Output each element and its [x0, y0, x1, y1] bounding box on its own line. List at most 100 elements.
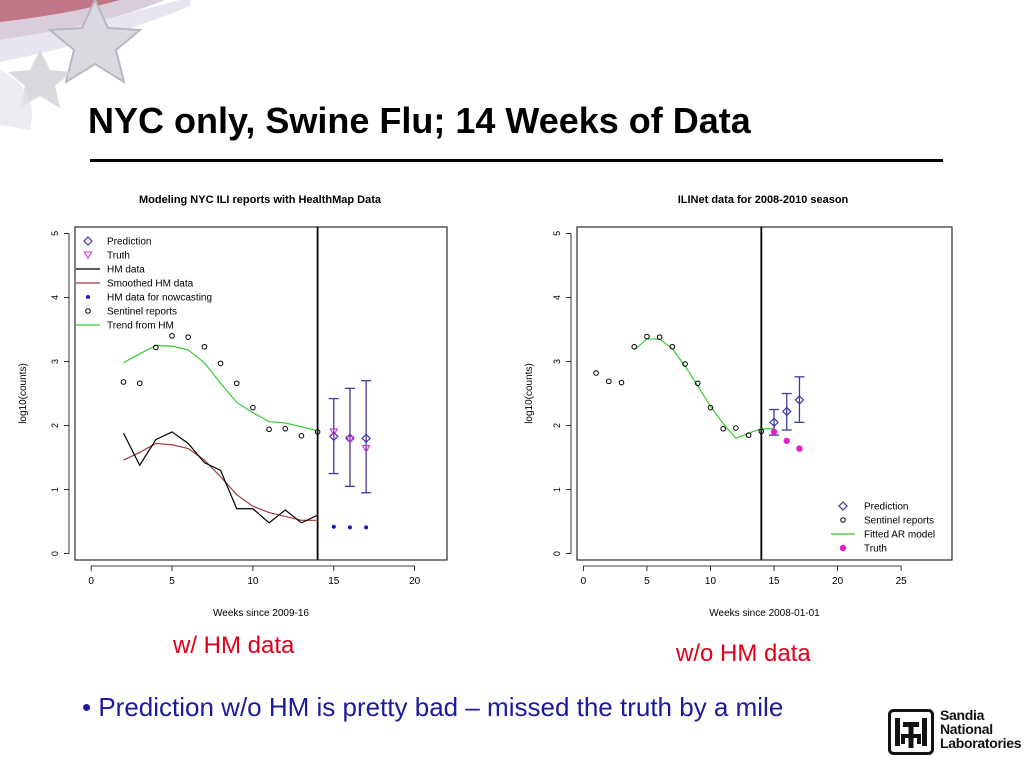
x-tick-label: 0: [581, 576, 587, 587]
prediction-point: [769, 417, 779, 428]
legend-label: Smoothed HM data: [107, 279, 194, 290]
sentinel-point: [644, 333, 650, 340]
y-tick-label: 5: [552, 231, 562, 236]
sentinel-point: [217, 360, 224, 367]
legend-symbol: [838, 501, 848, 511]
legend-label: Sentinel reports: [107, 307, 177, 318]
nowcast-point: [347, 525, 352, 530]
truth-point: [770, 428, 778, 436]
sentinel-point: [250, 404, 256, 411]
x-tick-label: 20: [409, 576, 421, 587]
smoothed-hm-line: [123, 442, 318, 521]
legend-symbol: [85, 308, 91, 314]
sentinel-point: [669, 343, 676, 350]
sentinel-point: [745, 432, 752, 438]
truth-point: [796, 445, 803, 452]
x-tick-label: 10: [705, 576, 717, 587]
sentinel-point: [169, 333, 175, 339]
trend-from-hm-line: [123, 344, 318, 432]
legend-symbol: [840, 517, 846, 523]
title-divider: [90, 159, 943, 162]
sandia-logo: Sandia National Laboratories: [888, 708, 1022, 756]
sentinel-point: [233, 380, 240, 387]
y-tick-label: 5: [50, 231, 60, 236]
sentinel-point: [185, 334, 192, 340]
sentinel-point: [694, 380, 701, 387]
sentinel-point: [593, 370, 599, 376]
sentinel-point: [120, 379, 127, 385]
truth-point: [345, 436, 355, 445]
legend-label: Sentinel reports: [864, 516, 934, 527]
sentinel-point: [605, 378, 612, 385]
x-axis-label: Weeks since 2009-16: [213, 608, 309, 619]
sentinel-point: [298, 432, 305, 439]
sentinel-point: [631, 343, 638, 350]
nowcast-point: [331, 524, 336, 529]
logo-line-1: Sandia: [940, 707, 985, 723]
legend-symbol: [83, 251, 93, 260]
prediction-point: [794, 395, 805, 405]
sentinel-point: [758, 428, 765, 435]
x-tick-label: 5: [169, 576, 175, 587]
chart-title: Modeling NYC ILI reports with HealthMap …: [139, 194, 382, 206]
y-tick-label: 3: [50, 359, 60, 364]
sentinel-point: [707, 404, 714, 411]
y-axis-label: log10(counts): [524, 363, 535, 424]
sentinel-point: [201, 343, 208, 350]
sentinel-point: [682, 361, 688, 367]
legend-symbol: [839, 544, 847, 552]
caption-with-hm: w/ HM data: [173, 632, 295, 659]
fitted-ar-line: [633, 338, 775, 440]
prediction-point: [781, 406, 792, 417]
x-tick-label: 15: [328, 576, 340, 587]
y-tick-label: 0: [552, 551, 562, 556]
hm-data-line: [122, 431, 318, 524]
x-tick-label: 5: [644, 576, 650, 587]
y-tick-label: 0: [50, 551, 60, 556]
truth-point: [361, 445, 371, 454]
legend-label: HM data for nowcasting: [107, 293, 212, 304]
y-tick-label: 1: [50, 487, 60, 492]
y-tick-label: 1: [552, 487, 562, 492]
legend-label: Fitted AR model: [864, 530, 935, 541]
sentinel-point: [314, 429, 321, 435]
truth-point: [783, 437, 790, 445]
chart-title: ILINet data for 2008-2010 season: [678, 194, 849, 206]
chart-without-hm-data: ILINet data for 2008-2010 season 0 1 2 3 4 5 0 5…: [524, 194, 953, 619]
bullet-text: Prediction w/o HM is pretty bad – missed…: [98, 692, 784, 722]
chart-with-hm-data: Modeling NYC ILI reports with HealthMap …: [18, 194, 448, 619]
y-tick-label: 2: [552, 423, 562, 428]
y-tick-label: 4: [552, 295, 562, 300]
y-axis-label: log10(counts): [18, 363, 29, 424]
nowcast-point: [364, 525, 369, 530]
slide-title: NYC only, Swine Flu; 14 Weeks of Data: [88, 100, 751, 141]
sentinel-point: [282, 425, 289, 432]
y-tick-label: 2: [50, 423, 60, 428]
legend-label: Trend from HM: [107, 321, 174, 332]
plot-frame: [74, 226, 448, 561]
legend-label: Truth: [864, 544, 887, 555]
legend-label: HM data: [107, 265, 145, 276]
x-tick-label: 15: [768, 576, 780, 587]
plot-frame: [576, 226, 953, 561]
x-tick-label: 0: [88, 576, 94, 587]
sandia-thunderbird-icon: [888, 709, 934, 755]
logo-line-2: National: [940, 721, 993, 737]
legend-symbol: [86, 295, 90, 299]
x-tick-label: 10: [247, 576, 259, 587]
sentinel-point: [153, 344, 159, 351]
y-tick-label: 4: [50, 295, 60, 300]
logo-line-3: Laboratories: [940, 735, 1022, 751]
legend-label: Truth: [107, 251, 130, 262]
x-tick-label: 25: [896, 576, 908, 587]
truth-point: [329, 428, 339, 437]
prediction-point: [361, 433, 371, 444]
legend-label: Prediction: [107, 237, 151, 248]
x-tick-label: 20: [832, 576, 844, 587]
sentinel-point: [720, 425, 726, 432]
decorative-star-graphic: [0, 0, 190, 130]
bullet-point: • Prediction w/o HM is pretty bad – miss…: [82, 692, 784, 722]
sentinel-point: [656, 334, 663, 340]
x-axis-label: Weeks since 2008-01-01: [709, 608, 820, 619]
y-tick-label: 3: [552, 359, 562, 364]
